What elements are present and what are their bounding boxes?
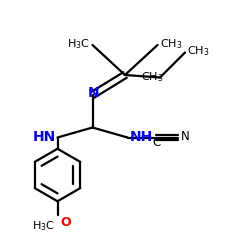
- Text: HN: HN: [32, 130, 56, 144]
- Text: H$_3$C: H$_3$C: [67, 37, 90, 51]
- Text: H$_3$C: H$_3$C: [32, 219, 54, 233]
- Text: CH$_3$: CH$_3$: [160, 37, 182, 51]
- Text: C: C: [152, 136, 161, 149]
- Text: N: N: [180, 130, 189, 143]
- Text: O: O: [60, 216, 71, 228]
- Text: CH$_3$: CH$_3$: [141, 70, 164, 85]
- Text: CH$_3$: CH$_3$: [187, 44, 210, 58]
- Text: NH: NH: [130, 130, 153, 144]
- Text: N: N: [88, 86, 100, 100]
